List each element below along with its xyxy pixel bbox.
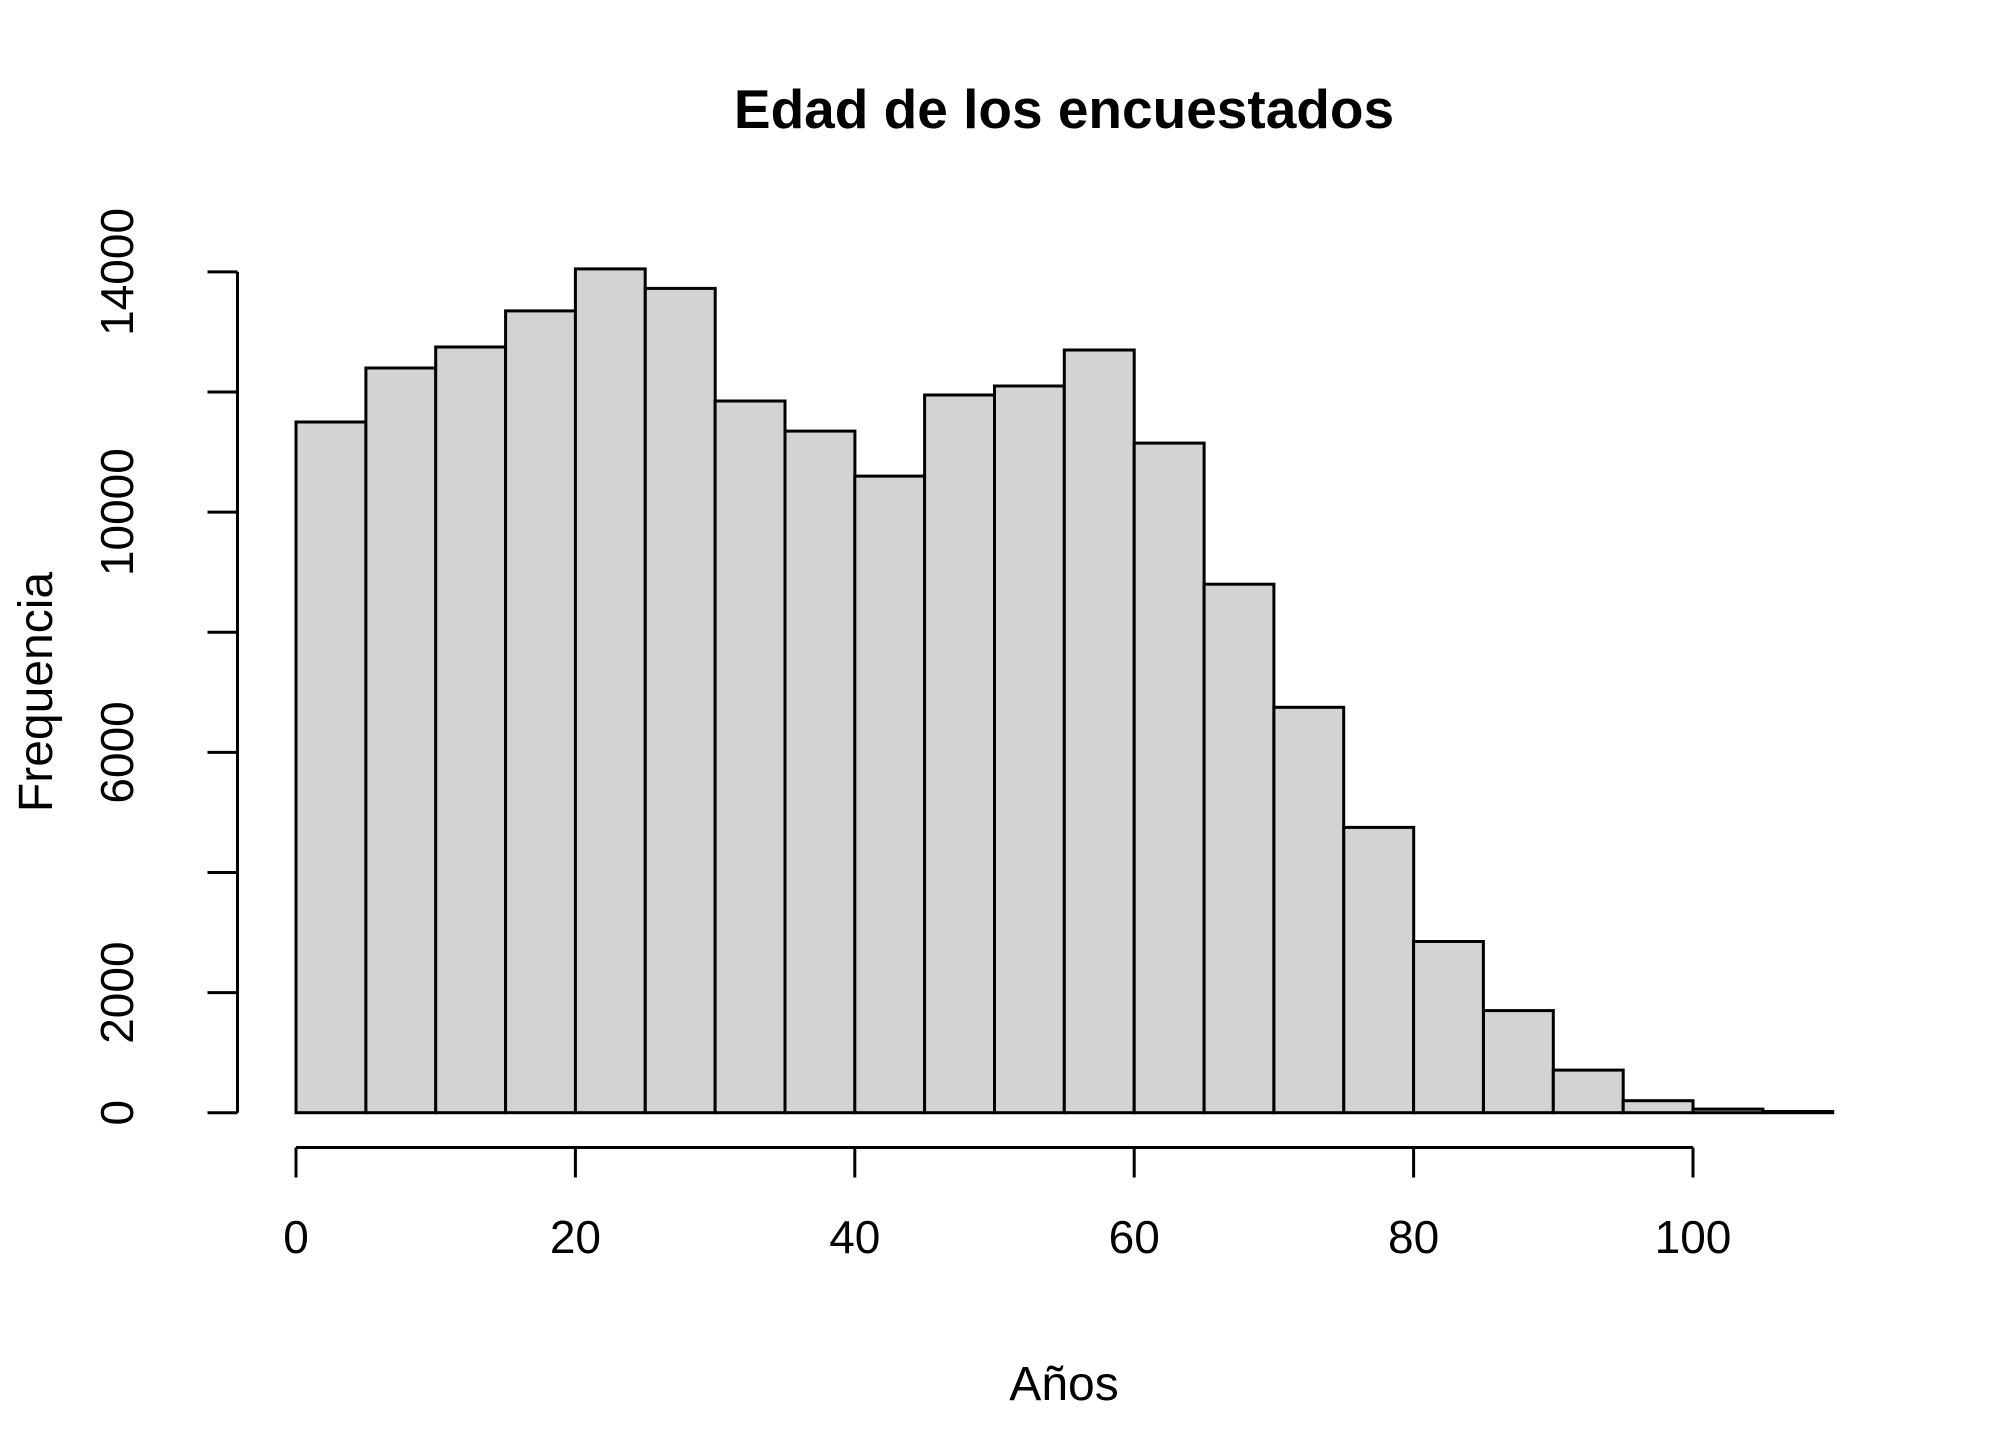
histogram-bar — [1551, 1068, 1625, 1115]
x-tick-label: 20 — [550, 1211, 601, 1263]
y-tick-label: 6000 — [91, 701, 143, 803]
histogram-bar — [993, 384, 1066, 1115]
x-axis-label: Años — [1009, 1358, 1118, 1411]
histogram-bar — [1062, 348, 1136, 1115]
x-tick-label: 60 — [1109, 1211, 1160, 1263]
histogram-bar — [713, 399, 787, 1115]
histogram-bar — [1132, 441, 1206, 1115]
chart-title: Edad de los encuestados — [734, 78, 1394, 140]
y-tick-label: 2000 — [91, 941, 143, 1043]
histogram-bar — [1342, 825, 1416, 1115]
y-tick-label: 14000 — [91, 208, 143, 336]
histogram-bar — [853, 474, 927, 1115]
histogram-bar — [1761, 1110, 1835, 1115]
histogram-bar — [504, 309, 578, 1115]
y-tick-label: 0 — [91, 1100, 143, 1126]
x-tick-label: 40 — [829, 1211, 880, 1263]
histogram-bar — [434, 345, 508, 1115]
histogram-bar — [573, 267, 647, 1115]
histogram-bar — [1621, 1099, 1695, 1115]
histogram-bar — [1482, 1009, 1555, 1115]
histogram-bar — [783, 429, 857, 1115]
axes-layer: 0 2000 6000 10000 14000 0 20 40 60 80 100 — [91, 208, 1731, 1263]
histogram-bar — [364, 366, 438, 1115]
histogram-bar — [1691, 1107, 1765, 1115]
histogram-bar — [1202, 582, 1276, 1115]
histogram-bar — [643, 286, 717, 1115]
x-tick-label: 80 — [1388, 1211, 1439, 1263]
x-tick-label: 0 — [283, 1211, 309, 1263]
histogram-bar — [1412, 940, 1485, 1115]
histogram-bar — [294, 420, 368, 1115]
histogram-bar — [923, 393, 996, 1115]
y-tick-label: 10000 — [91, 448, 143, 576]
y-axis-label: Frequencia — [10, 572, 63, 812]
bars-layer — [294, 267, 1835, 1115]
histogram-bar — [1272, 705, 1346, 1115]
x-tick-label: 100 — [1655, 1211, 1732, 1263]
